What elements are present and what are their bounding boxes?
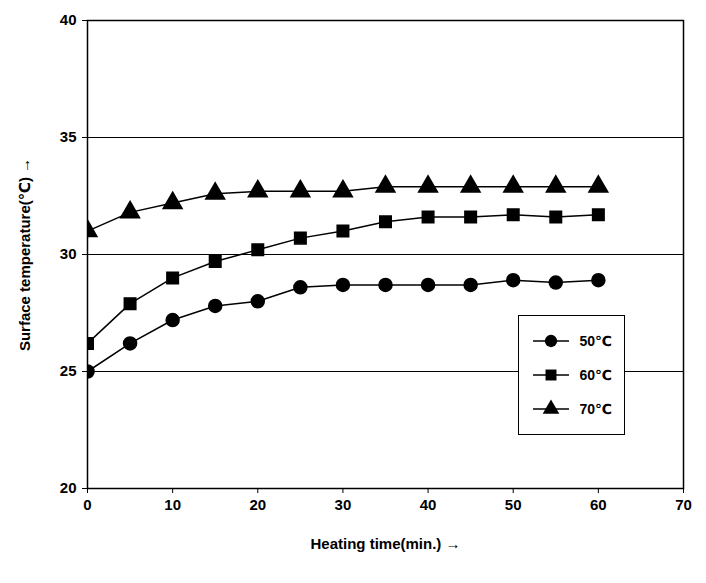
svg-text:35: 35 bbox=[60, 128, 77, 145]
svg-text:30: 30 bbox=[335, 496, 352, 513]
svg-text:20: 20 bbox=[60, 479, 77, 496]
html-text:60℃: 60℃ bbox=[579, 367, 612, 383]
html-text:70℃: 70℃ bbox=[579, 401, 612, 417]
svg-text:70: 70 bbox=[675, 496, 692, 513]
svg-text:20: 20 bbox=[249, 496, 266, 513]
svg-text:Surface temperature(℃) →: Surface temperature(℃) → bbox=[16, 158, 33, 351]
html-text:50℃: 50℃ bbox=[579, 333, 612, 349]
svg-text:0: 0 bbox=[83, 496, 91, 513]
svg-text:25: 25 bbox=[60, 362, 77, 379]
svg-text:Heating time(min.) →: Heating time(min.) → bbox=[310, 535, 460, 552]
svg-text:40: 40 bbox=[60, 11, 77, 28]
svg-text:50: 50 bbox=[505, 496, 522, 513]
svg-text:30: 30 bbox=[60, 245, 77, 262]
svg-text:60: 60 bbox=[590, 496, 607, 513]
svg-text:40: 40 bbox=[420, 496, 437, 513]
svg-text:10: 10 bbox=[164, 496, 181, 513]
